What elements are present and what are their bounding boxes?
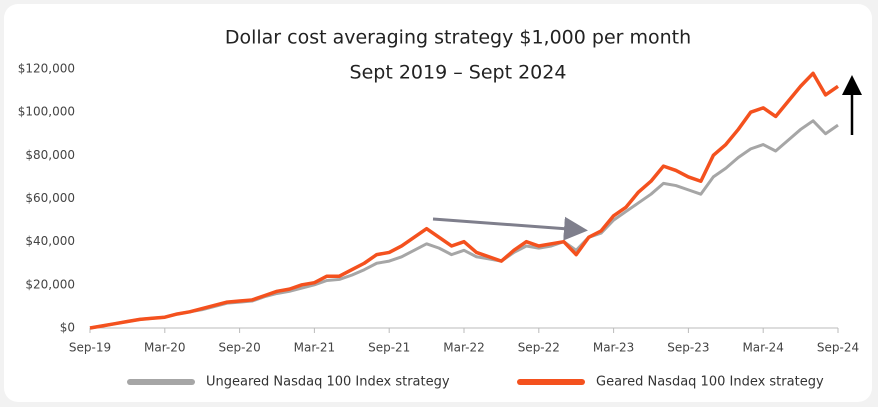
- chart-title: Dollar cost averaging strategy $1,000 pe…: [225, 27, 691, 49]
- series-line: [89, 71, 839, 330]
- y-tick-label: $0: [60, 321, 75, 335]
- x-tick-label: Sep-21: [368, 341, 410, 355]
- x-tick-label: Mar-21: [294, 341, 335, 355]
- x-tick-label: Mar-20: [144, 341, 185, 355]
- y-tick-label: $120,000: [18, 62, 75, 76]
- y-tick-label: $60,000: [25, 191, 75, 205]
- chart-subtitle: Sept 2019 – Sept 2024: [350, 62, 567, 84]
- legend-label: Geared Nasdaq 100 Index strategy: [596, 375, 824, 390]
- x-tick-label: Mar-24: [742, 341, 783, 355]
- x-tick-label: Sep-20: [218, 341, 260, 355]
- y-tick-label: $20,000: [25, 277, 75, 291]
- legend-label: Ungeared Nasdaq 100 Index strategy: [206, 375, 450, 390]
- x-tick-label: Sep-23: [667, 341, 709, 355]
- x-tick-label: Sep-19: [69, 341, 111, 355]
- y-tick-label: $80,000: [25, 148, 75, 162]
- y-tick-label: $40,000: [25, 234, 75, 248]
- annotation-arrow: [432, 216, 588, 241]
- x-tick-label: Sep-24: [817, 341, 859, 355]
- x-tick-label: Sep-22: [518, 341, 560, 355]
- x-tick-label: Mar-22: [443, 341, 484, 355]
- y-tick-label: $100,000: [18, 105, 75, 119]
- x-tick-label: Mar-23: [593, 341, 634, 355]
